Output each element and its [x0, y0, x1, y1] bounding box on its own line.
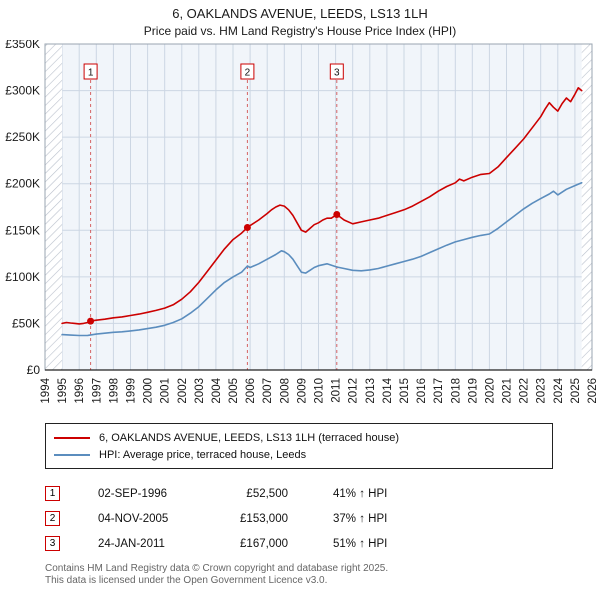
y-axis-tick-label: £300K: [5, 84, 40, 98]
table-row: 1 02-SEP-1996 £52,500 41% ↑ HPI: [45, 481, 600, 506]
sale-price: £52,500: [246, 487, 288, 500]
x-axis-tick-label: 2003: [194, 378, 206, 404]
footer-line-2: This data is licensed under the Open Gov…: [45, 575, 328, 586]
chart-legend: 6, OAKLANDS AVENUE, LEEDS, LS13 1LH (ter…: [45, 423, 553, 469]
price-paid-line: [61, 86, 583, 325]
y-axis-tick-label: £100K: [5, 270, 40, 284]
x-axis-tick-label: 2002: [177, 378, 189, 404]
legend-item-hpi: HPI: Average price, terraced house, Leed…: [54, 446, 544, 463]
y-axis-tick-label: £150K: [5, 223, 40, 237]
no-data-hatch-left: [45, 44, 63, 370]
x-axis-tick-label: 2020: [484, 378, 496, 404]
x-axis-tick-label: 1997: [91, 378, 103, 404]
x-axis-tick-label: 1999: [126, 378, 138, 404]
sale-point-marker: [87, 317, 95, 325]
x-axis-tick-label: 1998: [108, 378, 120, 404]
license-footer: Contains HM Land Registry data © Crown c…: [45, 563, 600, 587]
sale-date: 24-JAN-2011: [98, 537, 165, 550]
x-axis-tick-label: 1995: [57, 378, 69, 404]
page-title: 6, OAKLANDS AVENUE, LEEDS, LS13 1LH: [172, 6, 428, 21]
x-axis-tick-label: 2022: [519, 378, 531, 404]
x-axis-tick-label: 2015: [399, 378, 411, 404]
x-axis-tick-label: 2008: [279, 378, 291, 404]
table-row: 3 24-JAN-2011 £167,000 51% ↑ HPI: [45, 531, 600, 556]
sale-number-box: [83, 63, 98, 80]
x-axis-tick-label: 2024: [553, 377, 565, 403]
sale-price: £153,000: [240, 512, 288, 525]
sale-number-badge: 2: [45, 511, 60, 526]
sale-date: 02-SEP-1996: [98, 487, 168, 500]
x-axis-tick-label: 2019: [467, 378, 479, 404]
footer-line-1: Contains HM Land Registry data © Crown c…: [45, 563, 389, 574]
legend-item-price-paid: 6, OAKLANDS AVENUE, LEEDS, LS13 1LH (ter…: [54, 429, 544, 446]
x-axis-tick-label: 2001: [160, 378, 172, 404]
sale-hpi-delta: 41% ↑ HPI: [333, 487, 388, 500]
sale-number-badge: 3: [45, 536, 60, 551]
sale-hpi-delta: 51% ↑ HPI: [333, 537, 388, 550]
y-axis-tick-label: £350K: [5, 40, 40, 51]
sale-number-text: 3: [334, 68, 340, 79]
price-history-chart: £0 £50K £100K £150K £200K £250K £300K £350K 1994…: [5, 40, 599, 404]
x-axis-tick-label: 1996: [74, 378, 86, 404]
plot-background: [62, 44, 582, 370]
x-axis-tick-label: 2013: [365, 378, 377, 404]
sale-point-marker: [333, 211, 341, 218]
x-axis-tick-label: 2007: [262, 378, 274, 404]
y-axis-tick-label: £50K: [12, 316, 40, 330]
sale-point-marker: [243, 224, 251, 231]
y-axis-tick-label: £250K: [5, 130, 40, 144]
legend-label-hpi: HPI: Average price, terraced house, Leed…: [99, 448, 307, 461]
x-axis-tick-label: 2010: [314, 378, 326, 404]
x-axis-tick-label: 2005: [228, 378, 240, 404]
x-axis-tick-label: 2021: [502, 378, 514, 404]
x-axis-tick-label: 2004: [211, 377, 223, 403]
sale-hpi-delta: 37% ↑ HPI: [333, 512, 388, 525]
table-row: 2 04-NOV-2005 £153,000 37% ↑ HPI: [45, 506, 600, 531]
chart-header: 6, OAKLANDS AVENUE, LEEDS, LS13 1LH Pric…: [0, 0, 600, 38]
x-axis-tick-label: 2017: [433, 378, 445, 404]
hpi-line: [61, 182, 583, 337]
sale-number-text: 1: [88, 68, 94, 79]
no-data-hatch-right: [581, 44, 592, 370]
sale-date: 04-NOV-2005: [98, 512, 169, 525]
sale-number-box: [240, 63, 255, 80]
x-axis-tick-label: 2026: [587, 378, 599, 404]
sale-price: £167,000: [240, 537, 288, 550]
sales-table: 1 02-SEP-1996 £52,500 41% ↑ HPI 2 04-NOV…: [45, 481, 600, 556]
x-axis-tick-label: 1994: [40, 377, 52, 403]
x-axis-tick-label: 2016: [416, 378, 428, 404]
x-axis-tick-label: 2009: [296, 378, 308, 404]
x-axis-tick-label: 2014: [382, 377, 394, 403]
y-axis-tick-label: £0: [27, 363, 41, 377]
price-line-swatch: [54, 436, 90, 439]
x-axis-tick-label: 2006: [245, 378, 257, 404]
x-axis-tick-label: 2025: [570, 378, 582, 404]
x-axis-tick-label: 2023: [536, 378, 548, 404]
sale-number-box: [329, 63, 344, 80]
x-axis-tick-label: 2000: [143, 378, 155, 404]
sale-number-text: 2: [245, 68, 251, 79]
hpi-line-swatch: [54, 453, 90, 456]
x-axis-tick-label: 2018: [450, 378, 462, 404]
y-axis-tick-label: £200K: [5, 177, 40, 191]
page-subtitle: Price paid vs. HM Land Registry's House …: [143, 24, 457, 38]
sale-number-badge: 1: [45, 486, 60, 501]
x-axis-tick-label: 2011: [331, 378, 343, 403]
legend-label-price-paid: 6, OAKLANDS AVENUE, LEEDS, LS13 1LH (ter…: [99, 431, 399, 444]
x-axis-tick-label: 2012: [348, 378, 360, 404]
